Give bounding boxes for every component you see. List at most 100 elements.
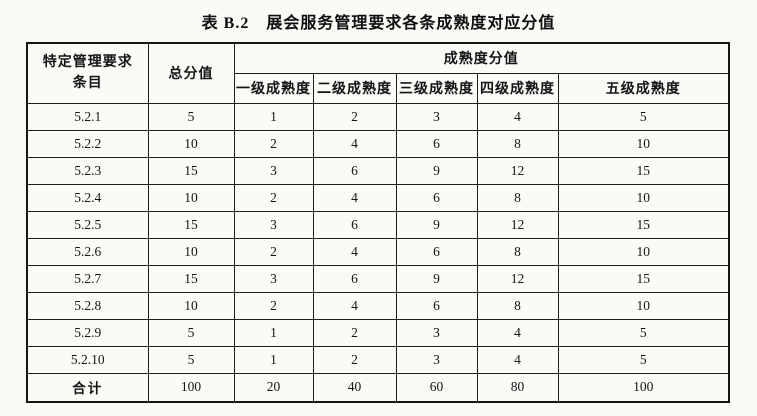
level-5-cell: 10 [557, 183, 730, 212]
level-4-cell: 4 [476, 318, 559, 347]
maturity-score-table: 特定管理要求 条目 总分值 成熟度分值 一级成熟度 二级成熟度 三级成熟度 四级… [26, 42, 731, 403]
header-level-1: 一级成熟度 [233, 72, 314, 104]
table-row: 5.2.7 15 3 6 9 12 15 [26, 264, 730, 293]
item-cell: 5.2.8 [26, 291, 149, 320]
level-3-cell: 6 [395, 237, 478, 266]
item-cell: 5.2.10 [26, 345, 149, 374]
level-5-cell: 15 [557, 156, 730, 185]
header-total-column: 总分值 [147, 42, 235, 104]
level-1-cell: 2 [233, 291, 314, 320]
level-5-cell: 15 [557, 210, 730, 239]
item-cell: 5.2.4 [26, 183, 149, 212]
table-row: 5.2.3 15 3 6 9 12 15 [26, 156, 730, 185]
level-1-cell: 2 [233, 237, 314, 266]
level-5-cell: 10 [557, 237, 730, 266]
total-cell: 10 [147, 237, 235, 266]
total-cell: 15 [147, 264, 235, 293]
table-row: 5.2.2 10 2 4 6 8 10 [26, 129, 730, 158]
level-1-cell: 20 [233, 372, 314, 403]
total-cell: 15 [147, 210, 235, 239]
level-5-cell: 10 [557, 129, 730, 158]
level-3-cell: 9 [395, 264, 478, 293]
header-level-5: 五级成熟度 [557, 72, 730, 104]
header-item-line2: 条目 [72, 76, 103, 92]
total-cell: 100 [147, 372, 235, 403]
level-2-cell: 40 [312, 372, 397, 403]
level-4-cell: 12 [476, 264, 559, 293]
item-cell: 合计 [26, 372, 149, 403]
header-row-group: 特定管理要求 条目 总分值 成熟度分值 [26, 42, 730, 104]
level-4-cell: 4 [476, 102, 559, 131]
level-4-cell: 8 [476, 291, 559, 320]
total-cell: 10 [147, 291, 235, 320]
header-item-line1: 特定管理要求 [42, 54, 133, 70]
level-5-cell: 15 [557, 264, 730, 293]
level-3-cell: 9 [395, 210, 478, 239]
level-1-cell: 1 [233, 345, 314, 374]
total-cell: 10 [147, 183, 235, 212]
level-2-cell: 4 [312, 291, 397, 320]
level-2-cell: 2 [312, 345, 397, 374]
level-2-cell: 2 [312, 318, 397, 347]
level-3-cell: 3 [395, 318, 478, 347]
header-level-4: 四级成熟度 [476, 72, 559, 104]
level-4-cell: 8 [476, 129, 559, 158]
level-1-cell: 2 [233, 183, 314, 212]
level-2-cell: 4 [312, 183, 397, 212]
level-5-cell: 5 [557, 102, 730, 131]
level-3-cell: 60 [395, 372, 478, 403]
total-cell: 5 [147, 345, 235, 374]
item-cell: 5.2.3 [26, 156, 149, 185]
table-row: 合计 100 20 40 60 80 100 [26, 372, 730, 403]
level-3-cell: 9 [395, 156, 478, 185]
table-title: 表 B.2 展会服务管理要求各条成熟度对应分值 [201, 15, 556, 32]
level-1-cell: 3 [233, 210, 314, 239]
table-row: 5.2.4 10 2 4 6 8 10 [26, 183, 730, 212]
item-cell: 5.2.6 [26, 237, 149, 266]
level-5-cell: 5 [557, 318, 730, 347]
level-1-cell: 1 [233, 102, 314, 131]
level-3-cell: 6 [395, 291, 478, 320]
level-3-cell: 3 [395, 102, 478, 131]
level-5-cell: 10 [557, 291, 730, 320]
item-cell: 5.2.9 [26, 318, 149, 347]
level-2-cell: 2 [312, 102, 397, 131]
level-2-cell: 6 [312, 264, 397, 293]
total-cell: 5 [147, 318, 235, 347]
header-level-3: 三级成熟度 [395, 72, 478, 104]
table-row: 5.2.9 5 1 2 3 4 5 [26, 318, 730, 347]
level-4-cell: 8 [476, 237, 559, 266]
table-header: 特定管理要求 条目 总分值 成熟度分值 一级成熟度 二级成熟度 三级成熟度 四级… [26, 42, 730, 104]
item-cell: 5.2.7 [26, 264, 149, 293]
total-cell: 5 [147, 102, 235, 131]
level-3-cell: 3 [395, 345, 478, 374]
level-2-cell: 4 [312, 129, 397, 158]
item-cell: 5.2.5 [26, 210, 149, 239]
table-row: 5.2.5 15 3 6 9 12 15 [26, 210, 730, 239]
table-body: 5.2.1 5 1 2 3 4 5 5.2.2 10 2 4 6 8 10 5.… [26, 102, 730, 403]
level-1-cell: 3 [233, 156, 314, 185]
item-cell: 5.2.2 [26, 129, 149, 158]
total-cell: 10 [147, 129, 235, 158]
level-4-cell: 12 [476, 210, 559, 239]
level-4-cell: 12 [476, 156, 559, 185]
level-2-cell: 6 [312, 156, 397, 185]
item-cell: 5.2.1 [26, 102, 149, 131]
level-1-cell: 1 [233, 318, 314, 347]
level-4-cell: 4 [476, 345, 559, 374]
level-1-cell: 3 [233, 264, 314, 293]
header-level-2: 二级成熟度 [312, 72, 397, 104]
level-3-cell: 6 [395, 183, 478, 212]
level-5-cell: 5 [557, 345, 730, 374]
level-5-cell: 100 [557, 372, 730, 403]
level-4-cell: 80 [476, 372, 559, 403]
level-4-cell: 8 [476, 183, 559, 212]
level-3-cell: 6 [395, 129, 478, 158]
table-row: 5.2.1 5 1 2 3 4 5 [26, 102, 730, 131]
table-row: 5.2.10 5 1 2 3 4 5 [26, 345, 730, 374]
level-2-cell: 4 [312, 237, 397, 266]
total-cell: 15 [147, 156, 235, 185]
header-row-levels: 一级成熟度 二级成熟度 三级成熟度 四级成熟度 五级成熟度 [27, 72, 730, 104]
level-1-cell: 2 [233, 129, 314, 158]
